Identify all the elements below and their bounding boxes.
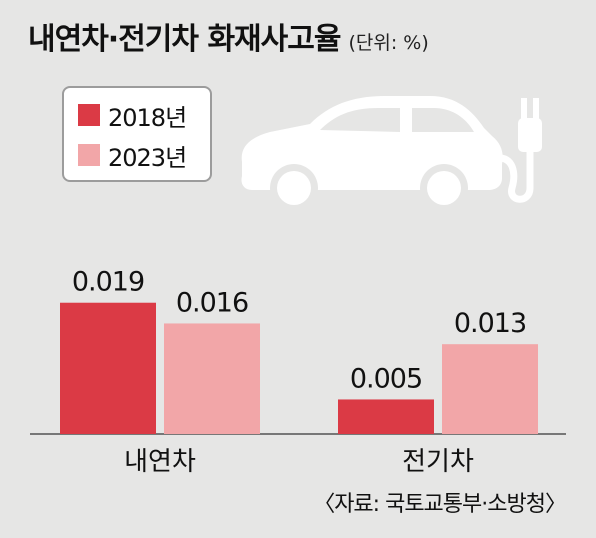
bar-2023-ev <box>442 344 538 434</box>
bar-2023-ice <box>164 323 260 434</box>
legend-label-2023: 2023년 <box>108 143 187 172</box>
unit-label: (단위: %) <box>348 32 429 54</box>
electric-car-icon <box>241 96 542 212</box>
legend: 2018년 2023년 <box>62 86 212 182</box>
category-label-ev: 전기차 <box>402 447 474 477</box>
legend-swatch-2018 <box>78 104 100 126</box>
bar-2018-ev <box>338 399 434 434</box>
bar-2018-ice <box>60 302 156 434</box>
title-row: 내연차·전기차 화재사고율 (단위: %) <box>28 14 429 58</box>
data-label-2018-ice: 0.019 <box>72 267 144 298</box>
legend-label-2018: 2018년 <box>108 103 187 132</box>
chart-title: 내연차·전기차 화재사고율 <box>28 22 341 57</box>
legend-item-2023: 2023년 <box>78 140 187 172</box>
legend-swatch-2023 <box>78 144 100 166</box>
data-label-2023-ev: 0.013 <box>454 308 526 339</box>
category-label-ice: 내연차 <box>124 447 196 477</box>
legend-item-2018: 2018년 <box>78 100 187 132</box>
data-label-2018-ev: 0.005 <box>350 363 422 394</box>
source-note: 〈자료: 국토교통부·소방청〉 <box>313 492 567 517</box>
data-label-2023-ice: 0.016 <box>176 287 248 318</box>
